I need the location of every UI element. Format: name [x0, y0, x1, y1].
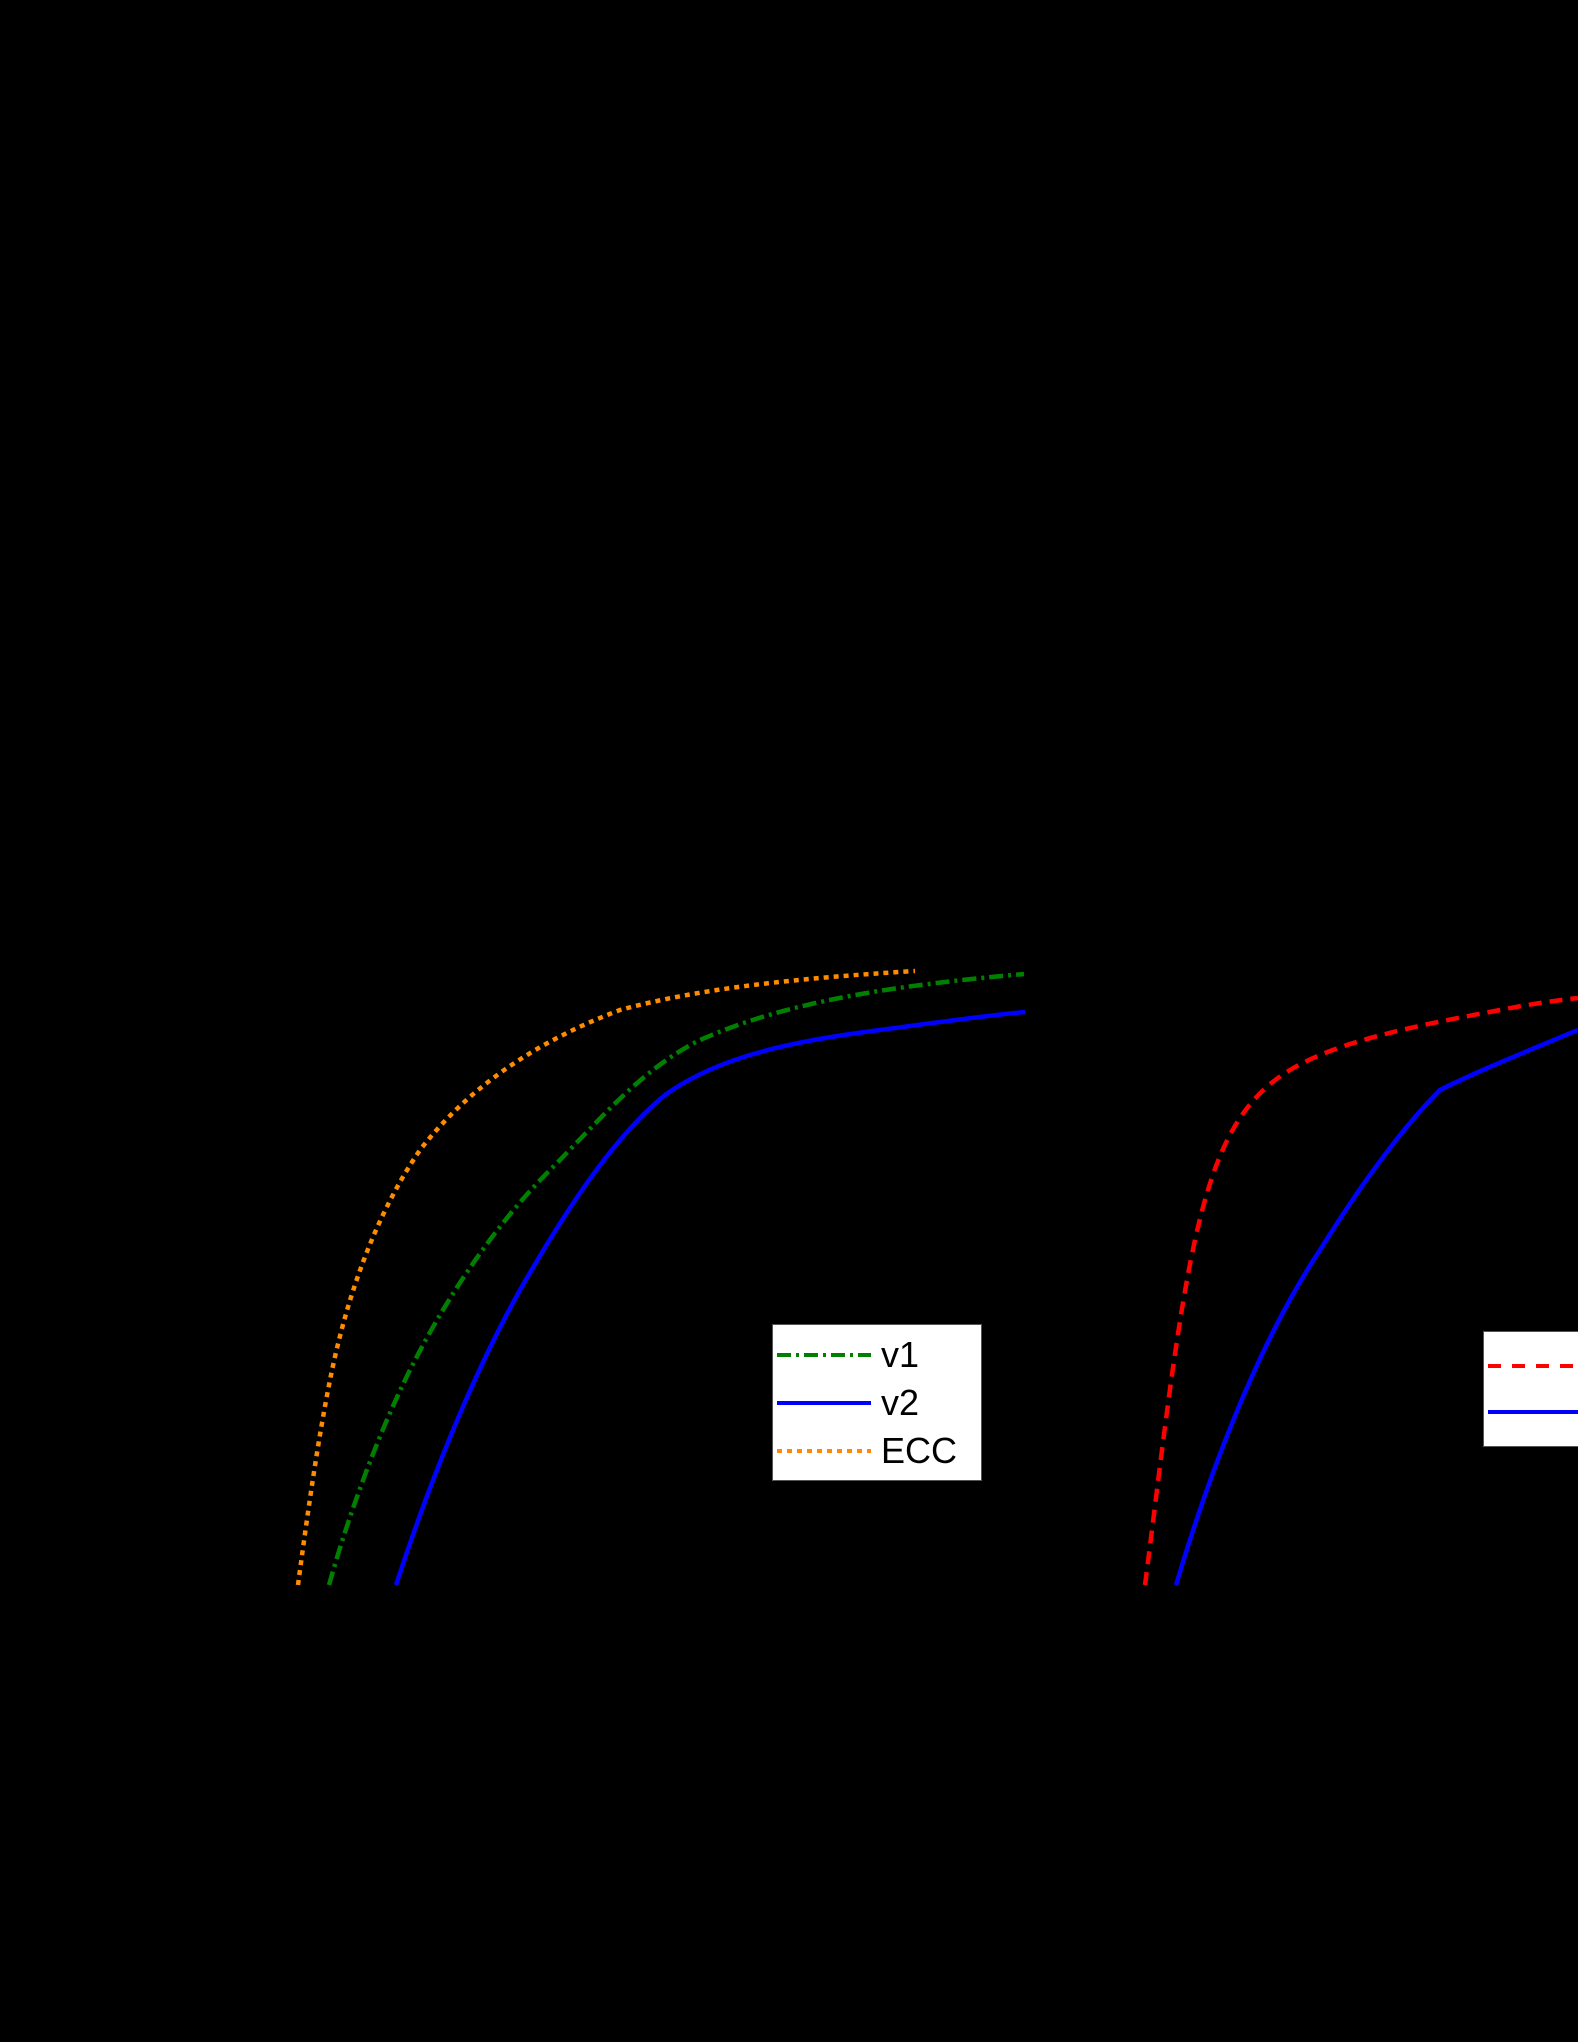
- legend-left: v1 v2 ECC: [772, 1324, 982, 1481]
- solid-line-icon: [777, 1401, 871, 1405]
- curve-ecc: [295, 968, 916, 1586]
- legend-entry-v1: v1: [773, 1335, 919, 1375]
- legend-entry-blue-solid: [1484, 1392, 1578, 1432]
- legend-label-v1: v1: [881, 1334, 920, 1375]
- curve-v1: [326, 971, 1025, 1586]
- left-panel: [295, 968, 1026, 1586]
- right-panel: [1142, 995, 1578, 1586]
- dotted-line-icon: [777, 1449, 871, 1453]
- legend-entry-ecc: ECC: [773, 1431, 957, 1471]
- solid-line-icon: [1488, 1410, 1578, 1414]
- dash-dot-line-icon: [777, 1353, 871, 1357]
- legend-label-ecc: ECC: [881, 1430, 958, 1471]
- legend-label-v2: v2: [881, 1382, 920, 1423]
- legend-entry-v2: v2: [773, 1383, 919, 1423]
- legend-right: [1483, 1331, 1578, 1447]
- curve-v2: [393, 1009, 1026, 1586]
- curve-blue-solid: [1173, 1027, 1578, 1586]
- legend-entry-red-dashed: [1484, 1346, 1578, 1386]
- dashed-line-icon: [1488, 1364, 1578, 1368]
- curve-red-dashed: [1142, 995, 1578, 1586]
